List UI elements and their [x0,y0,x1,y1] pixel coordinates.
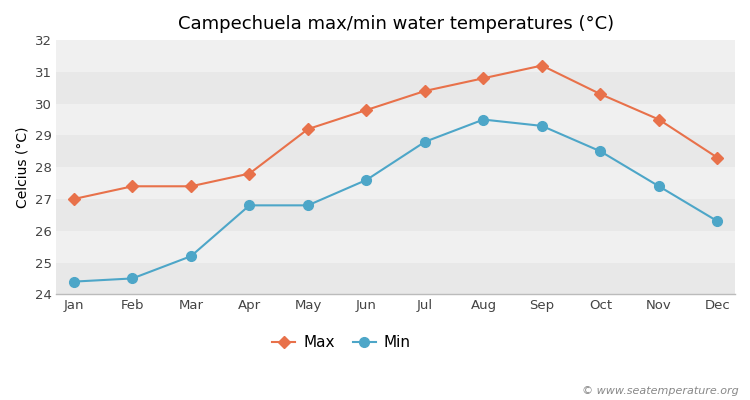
Line: Max: Max [70,61,722,203]
Max [362,108,371,112]
Min [362,178,371,182]
Max [128,184,137,189]
Max [70,196,79,201]
Min [245,203,254,208]
Legend: Max, Min: Max, Min [272,335,410,350]
Max [713,155,722,160]
Min [187,254,196,258]
Bar [56,104,735,136]
Min [479,117,488,122]
Y-axis label: Celcius (°C): Celcius (°C) [15,126,29,208]
Bar [56,136,735,167]
Text: © www.seatemperature.org: © www.seatemperature.org [582,386,739,396]
Bar [56,231,735,262]
Max [655,117,664,122]
Min [655,184,664,189]
Bar [56,40,735,72]
Min [538,124,547,128]
Title: Campechuela max/min water temperatures (°C): Campechuela max/min water temperatures (… [178,15,614,33]
Line: Min: Min [69,115,722,286]
Min [713,219,722,224]
Max [538,63,547,68]
Bar [56,72,735,104]
Bar [56,199,735,231]
Bar [56,167,735,199]
Max [245,171,254,176]
Max [187,184,196,189]
Min [128,276,137,281]
Min [304,203,313,208]
Max [421,88,430,93]
Max [304,127,313,132]
Max [596,92,605,96]
Min [70,279,79,284]
Bar [56,262,735,294]
Min [421,139,430,144]
Min [596,149,605,154]
Max [479,76,488,81]
